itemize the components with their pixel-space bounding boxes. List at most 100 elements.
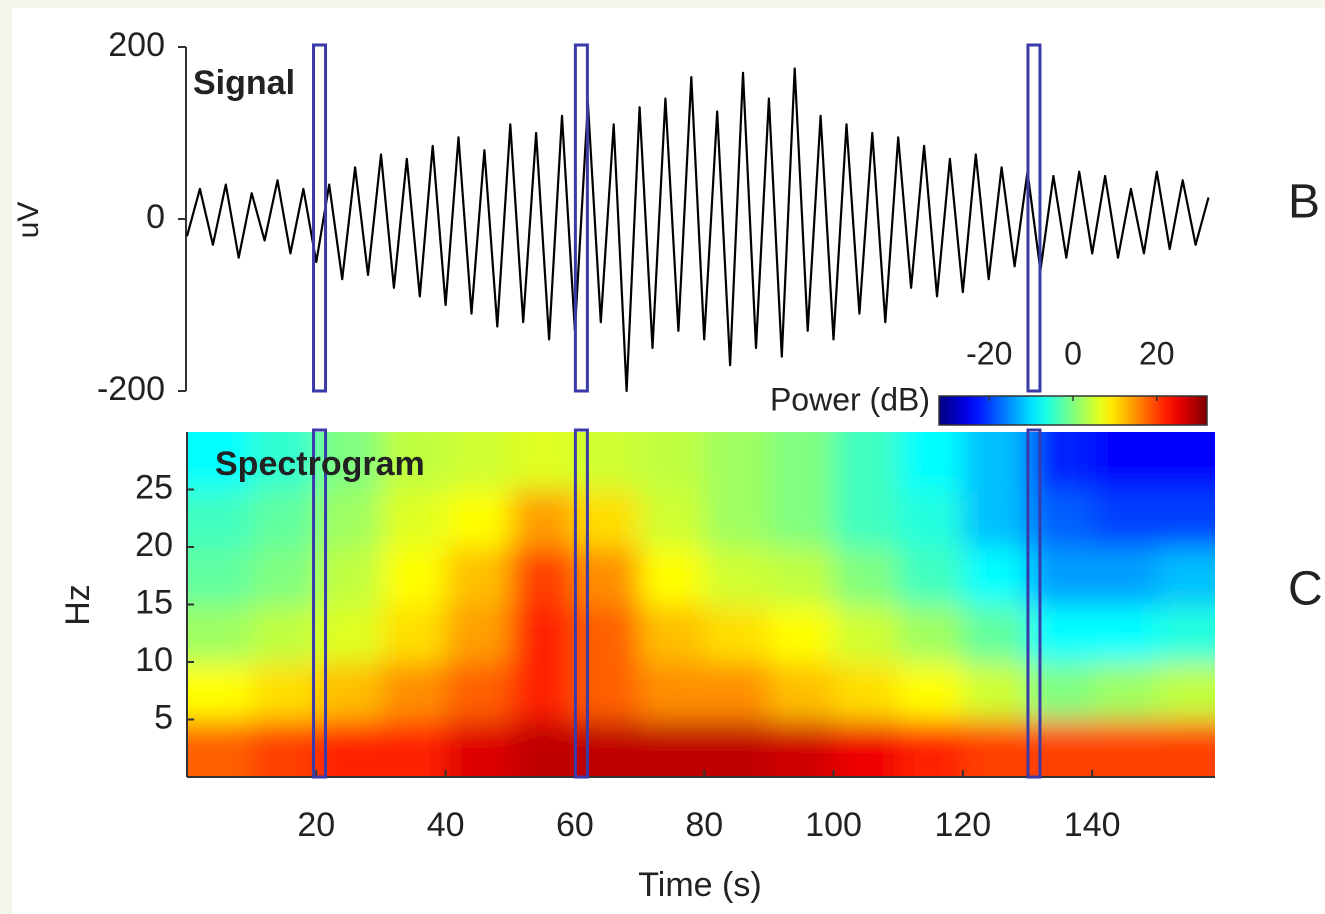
heatmap-cell bbox=[1156, 489, 1215, 548]
heatmap-cell bbox=[1092, 719, 1158, 777]
heatmap-cell bbox=[574, 432, 641, 491]
heatmap-cell bbox=[510, 662, 576, 721]
highlight-window bbox=[312, 428, 328, 779]
heatmap-cell bbox=[251, 719, 318, 777]
heatmap-cell bbox=[639, 432, 706, 491]
heatmap-cell bbox=[898, 432, 964, 491]
heatmap-cell bbox=[380, 604, 447, 663]
heatmap-cell bbox=[1092, 489, 1158, 548]
highlight-window bbox=[1026, 428, 1042, 779]
heatmap-cell bbox=[1027, 604, 1094, 663]
heatmap-cell bbox=[833, 662, 900, 721]
heatmap-cell bbox=[187, 719, 253, 777]
heatmap-cell bbox=[187, 662, 253, 721]
y-tick-label: 25 bbox=[135, 468, 173, 506]
heatmap-cell bbox=[445, 604, 512, 663]
heatmap-cell bbox=[445, 719, 512, 777]
heatmap-cell bbox=[1027, 662, 1094, 721]
x-tick-label: 60 bbox=[556, 806, 594, 844]
heatmap-cell bbox=[251, 604, 318, 663]
heatmap-cell bbox=[1092, 432, 1158, 491]
heatmap-cell bbox=[768, 432, 835, 491]
heatmap-cell bbox=[251, 547, 318, 606]
heatmap-cell bbox=[833, 604, 900, 663]
heatmap-cell bbox=[639, 604, 706, 663]
heatmap-cell bbox=[704, 489, 770, 548]
highlight-window bbox=[1026, 43, 1042, 393]
signal-line bbox=[185, 67, 1210, 393]
heatmap-cell bbox=[380, 432, 447, 491]
heatmap-cell bbox=[639, 547, 706, 606]
y-tick-label: 15 bbox=[135, 583, 173, 621]
heatmap-cell bbox=[380, 489, 447, 548]
y-tick-label: 5 bbox=[154, 698, 173, 736]
heatmap-cell bbox=[1027, 489, 1094, 548]
heatmap-cell bbox=[768, 489, 835, 548]
heatmap-cell bbox=[1027, 547, 1094, 606]
x-tick-label: 120 bbox=[934, 806, 991, 844]
heatmap-cell bbox=[574, 547, 641, 606]
x-axis-label: Time (s) bbox=[638, 866, 761, 904]
y-tick-label: 200 bbox=[108, 26, 165, 64]
panel-label: C bbox=[1288, 563, 1323, 616]
heatmap-cell bbox=[510, 547, 576, 606]
heatmap-cell bbox=[768, 662, 835, 721]
heatmap-cell bbox=[704, 547, 770, 606]
heatmap-cell bbox=[574, 489, 641, 548]
x-tick-label: 100 bbox=[805, 806, 862, 844]
heatmap-cell bbox=[833, 489, 900, 548]
heatmap-cell bbox=[316, 489, 382, 548]
heatmap-cell bbox=[704, 604, 770, 663]
heatmap-cell bbox=[898, 662, 964, 721]
heatmap-cell bbox=[380, 547, 447, 606]
heatmap-cell bbox=[1092, 547, 1158, 606]
heatmap-cell bbox=[1027, 719, 1094, 777]
y-axis-label: uV bbox=[12, 202, 45, 239]
heatmap-cell bbox=[574, 662, 641, 721]
heatmap-cell bbox=[704, 432, 770, 491]
heatmap-cell bbox=[639, 489, 706, 548]
heatmap-cell bbox=[251, 489, 318, 548]
heatmap-cell bbox=[768, 719, 835, 777]
y-axis-label: Hz bbox=[59, 584, 97, 626]
heatmap-cell bbox=[768, 547, 835, 606]
heatmap-cell bbox=[1027, 432, 1094, 491]
heatmap-cell bbox=[639, 662, 706, 721]
x-tick-label: 20 bbox=[297, 806, 335, 844]
heatmap-cell bbox=[962, 719, 1029, 777]
heatmap-cell bbox=[251, 432, 318, 491]
heatmap-cell bbox=[510, 432, 576, 491]
heatmap-cell bbox=[380, 662, 447, 721]
heatmap-cell bbox=[1156, 604, 1215, 663]
heatmap-cell bbox=[898, 719, 964, 777]
heatmap bbox=[187, 432, 1215, 777]
highlight-window bbox=[312, 43, 328, 393]
heatmap-cell bbox=[510, 489, 576, 548]
heatmap-cell bbox=[445, 547, 512, 606]
heatmap-cell bbox=[962, 432, 1029, 491]
heatmap-cell bbox=[380, 719, 447, 777]
y-tick-label: 20 bbox=[135, 526, 173, 564]
panel-label: B bbox=[1288, 176, 1320, 229]
colorbar-label: Power (dB) bbox=[770, 381, 930, 417]
heatmap-cell bbox=[898, 489, 964, 548]
heatmap-cell bbox=[962, 662, 1029, 721]
heatmap-cell bbox=[1092, 662, 1158, 721]
heatmap-cell bbox=[1156, 432, 1215, 491]
heatmap-cell bbox=[1156, 719, 1215, 777]
heatmap-cell bbox=[445, 432, 512, 491]
colorbar-tick-label: -20 bbox=[966, 335, 1012, 371]
heatmap-cell bbox=[445, 489, 512, 548]
heatmap-cell bbox=[187, 547, 253, 606]
colorbar-tick-label: 20 bbox=[1139, 335, 1175, 371]
heatmap-cell bbox=[1156, 547, 1215, 606]
spectrogram-title: Spectrogram bbox=[215, 445, 425, 483]
x-tick-label: 40 bbox=[427, 806, 465, 844]
heatmap-cell bbox=[316, 547, 382, 606]
heatmap-cell bbox=[510, 604, 576, 663]
heatmap-cell bbox=[962, 604, 1029, 663]
heatmap-cell bbox=[962, 489, 1029, 548]
y-tick-label: 0 bbox=[146, 198, 165, 236]
spectrogram-cells bbox=[187, 432, 1215, 777]
